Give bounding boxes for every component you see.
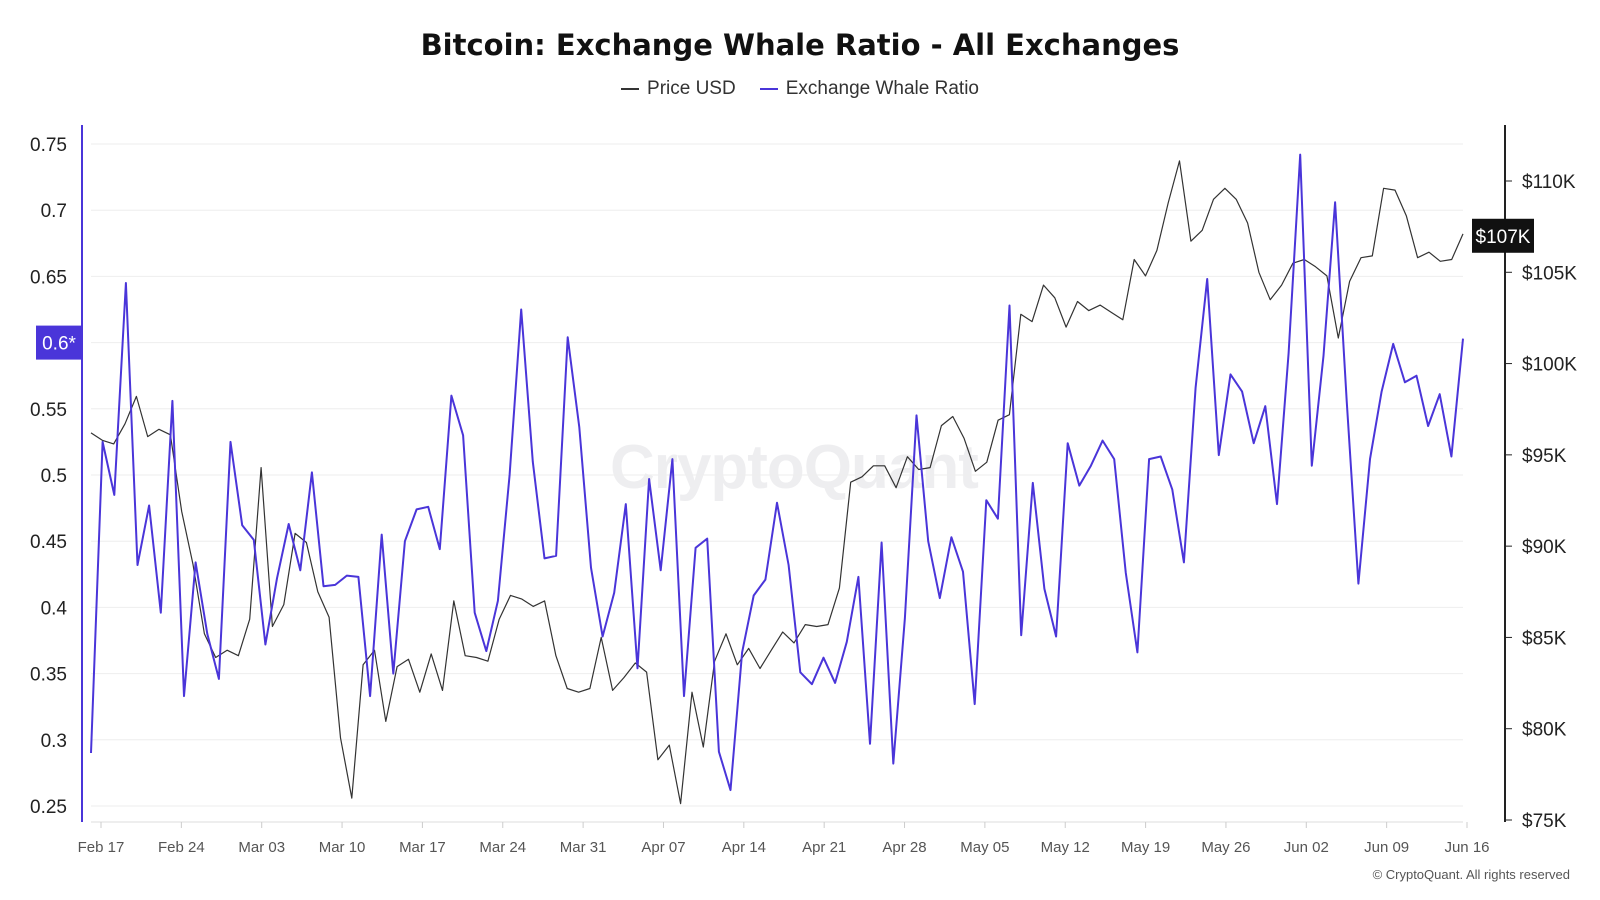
right-tick-label: $85K (1522, 628, 1567, 649)
x-tick-label: Mar 24 (479, 839, 526, 856)
left-tick-label: 0.35 (30, 665, 67, 686)
legend-swatch-price (621, 88, 640, 90)
series-line-price (90, 160, 1464, 805)
legend-item-price[interactable]: Price USD (621, 78, 736, 100)
left-tick-label: 0.25 (30, 797, 67, 818)
right-tick-label: $110K (1522, 172, 1576, 193)
legend-item-whale-ratio[interactable]: Exchange Whale Ratio (759, 78, 979, 100)
x-tick-label: Feb 17 (78, 839, 125, 856)
left-tick-label: 0.45 (30, 532, 67, 553)
left-tick-label: 0.5 (41, 466, 67, 487)
x-tick-label: Jun 02 (1284, 839, 1329, 856)
x-tick-label: May 12 (1041, 839, 1090, 856)
copyright-notice: © CryptoQuant. All rights reserved (1372, 867, 1570, 882)
right-tick-label: $95K (1522, 446, 1567, 467)
x-tick-label: Mar 17 (399, 839, 446, 856)
x-tick-label: May 05 (960, 839, 1009, 856)
x-tick-label: May 26 (1201, 839, 1250, 856)
x-tick-label: Apr 07 (641, 839, 685, 856)
right-current-marker-label: $107K (1476, 227, 1531, 248)
x-tick-label: Jun 09 (1364, 839, 1409, 856)
left-current-marker-bg (36, 325, 82, 360)
right-tick-label: $90K (1522, 537, 1567, 558)
right-current-marker-bg (1472, 218, 1534, 253)
right-tick-label: $100K (1522, 355, 1577, 376)
right-tick-label: $105K (1522, 263, 1577, 284)
legend: Price USD Exchange Whale Ratio (0, 78, 1600, 100)
series-line-whale-ratio (90, 153, 1464, 792)
right-tick-label: $80K (1522, 720, 1567, 741)
x-tick-label: Mar 10 (319, 839, 366, 856)
legend-label-whale-ratio: Exchange Whale Ratio (785, 78, 979, 99)
left-current-marker-label: 0.6* (42, 334, 76, 355)
right-tick-label: $75K (1522, 811, 1567, 832)
left-tick-label: 0.65 (30, 267, 67, 288)
x-tick-label: Apr 28 (882, 839, 926, 856)
left-tick-label: 0.55 (30, 400, 67, 421)
chart-title: Bitcoin: Exchange Whale Ratio - All Exch… (420, 28, 1180, 62)
x-tick-label: Mar 31 (560, 839, 607, 856)
left-tick-label: 0.3 (41, 731, 67, 752)
left-tick-label: 0.7 (41, 201, 67, 222)
x-tick-label: Apr 14 (722, 839, 766, 856)
x-tick-label: May 19 (1121, 839, 1170, 856)
x-tick-label: Apr 21 (802, 839, 846, 856)
legend-swatch-whale-ratio (759, 88, 778, 90)
x-tick-label: Jun 16 (1444, 839, 1489, 856)
legend-label-price: Price USD (647, 78, 736, 99)
x-tick-label: Mar 03 (238, 839, 285, 856)
left-tick-label: 0.4 (41, 598, 68, 619)
x-tick-label: Feb 24 (158, 839, 205, 856)
left-tick-label: 0.75 (30, 135, 67, 156)
